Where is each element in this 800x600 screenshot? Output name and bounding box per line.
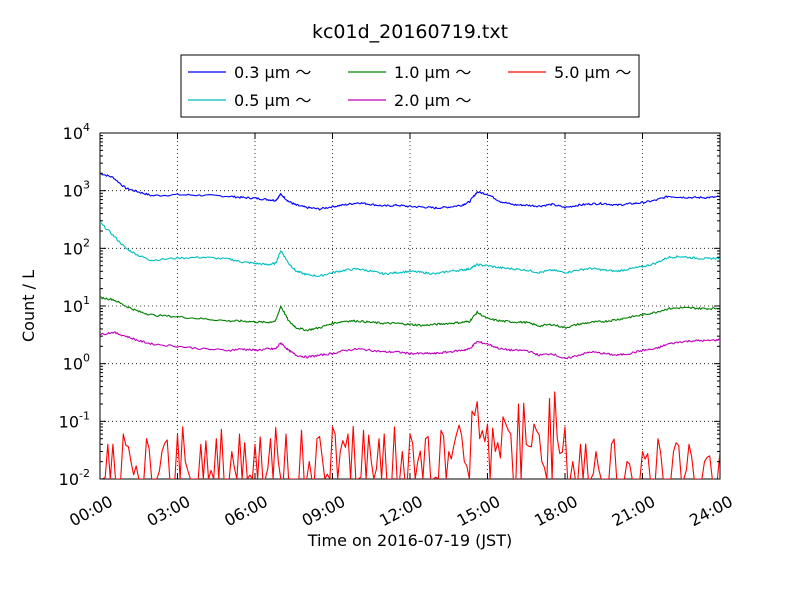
chart-title: kc01d_20160719.txt [312,21,508,43]
series-line-4 [100,331,720,360]
legend-label-3: 1.0 μm ～ [394,63,471,82]
y-axis-label: Count / L [19,270,38,342]
series-line-5 [100,391,720,479]
legend-label-2: 0.5 μm ～ [234,91,311,110]
x-tick-label: 15:00 [454,492,504,530]
y-tick-label: 102 [63,236,90,258]
series-line-2 [100,222,720,278]
y-tick-label: 101 [63,294,90,316]
x-tick-label: 09:00 [299,492,349,530]
series-line-1 [100,172,720,211]
series-line-3 [100,296,720,332]
x-tick-label: 24:00 [686,492,736,530]
x-tick-label: 03:00 [144,492,194,530]
legend-label-4: 2.0 μm ～ [394,91,471,110]
y-tick-label: 100 [63,352,90,374]
x-tick-label: 00:00 [66,492,116,530]
legend-box [180,54,640,118]
legend-label-5: 5.0 μm ～ [554,63,631,82]
y-tick-label: 103 [63,179,90,201]
x-axis-label: Time on 2016-07-19 (JST) [307,531,512,550]
x-tick-label: 18:00 [531,492,581,530]
grid-lines [100,133,720,479]
y-tick-label: 10-1 [59,409,90,431]
legend-label-1: 0.3 μm ～ [234,63,311,82]
y-tick-labels: 104 103 102 101 100 10-1 10-2 [59,121,90,489]
legend: 0.3 μm ～ 0.5 μm ～ 1.0 μm ～ 2.0 μm ～ 5.0 μm ～ [180,54,640,118]
y-tick-label: 104 [63,121,90,143]
x-tick-label: 21:00 [609,492,659,530]
axis-ticks [99,132,721,480]
y-tick-label: 10-2 [59,467,90,489]
x-tick-labels: 00:00 03:00 06:00 09:00 12:00 15:00 18:00 21:00… [66,492,736,530]
x-tick-label: 06:00 [221,492,271,530]
x-tick-label: 12:00 [376,492,426,530]
series-lines [100,172,720,479]
